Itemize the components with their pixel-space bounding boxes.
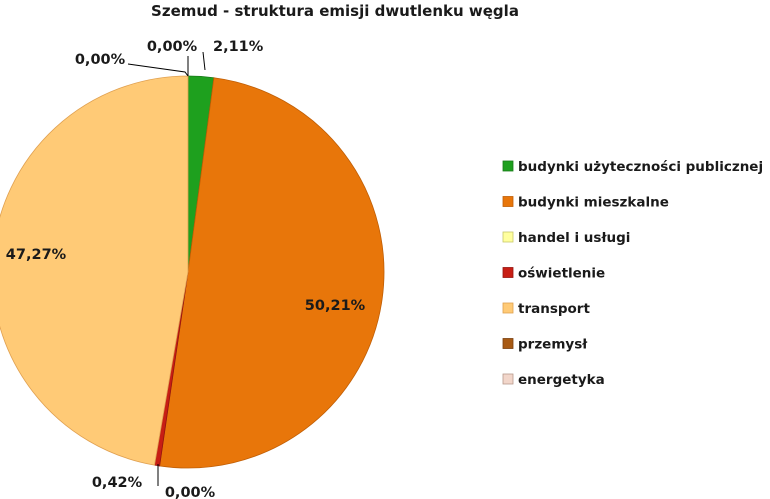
legend-label-5: przemysł — [518, 337, 588, 353]
legend-label-4: transport — [518, 301, 590, 317]
slice-label-4: 47,27% — [6, 247, 67, 263]
legend: budynki użyteczności publicznej budynki m… — [502, 159, 763, 388]
leader-line-slice-0 — [202, 51, 206, 71]
legend-swatch-5 — [502, 338, 514, 349]
slice-label-2: 0,00% — [165, 485, 216, 499]
legend-label-3: oświetlenie — [518, 266, 605, 282]
legend-swatch-4 — [502, 302, 514, 314]
slice-label-1: 50,21% — [305, 298, 366, 314]
legend-label-2: handel i usługi — [518, 230, 630, 246]
legend-swatch-3 — [502, 267, 514, 278]
pie-slices — [0, 75, 385, 469]
leader-lines — [127, 51, 206, 486]
legend-label-1: budynki mieszkalne — [518, 195, 669, 211]
legend-label-0: budynki użyteczności publicznej — [518, 159, 763, 175]
slice-label-0: 2,11% — [213, 39, 264, 55]
chart-title: Szemud - struktura emisji dwutlenku węgl… — [151, 2, 519, 20]
slice-label-5: 0,00% — [75, 52, 126, 68]
slice-label-3: 0,42% — [92, 475, 143, 491]
leader-line-slice-5 — [127, 63, 189, 77]
slice-label-6: 0,00% — [147, 39, 198, 55]
legend-swatch-6 — [502, 373, 514, 385]
legend-swatch-2 — [502, 231, 514, 243]
pie-slice-1 — [159, 77, 385, 469]
legend-swatch-0 — [502, 160, 514, 172]
legend-label-6: energetyka — [518, 372, 605, 388]
legend-swatch-1 — [502, 196, 514, 207]
pie-slice-4 — [0, 75, 189, 466]
